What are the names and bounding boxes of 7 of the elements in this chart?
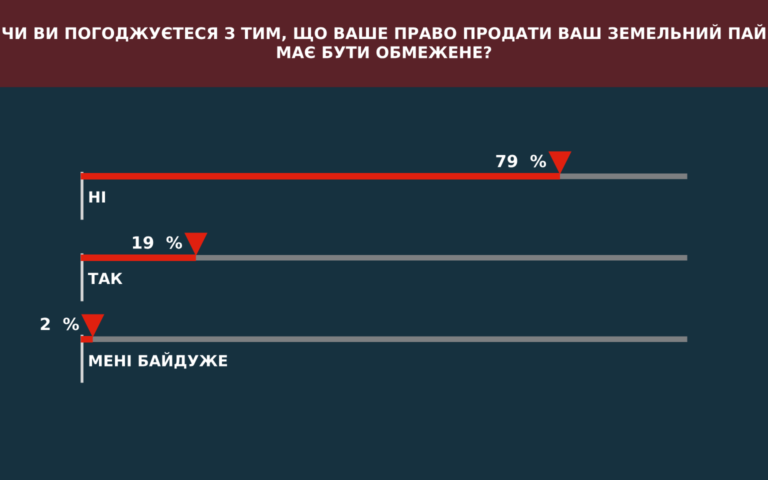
chart-title: ЧИ ВИ ПОГОДЖУЄТЕСЯ З ТИМ, ЩО ВАШЕ ПРАВО ПРОДАТИ ВАШ ЗЕМЕЛЬНИЙ ПАЙ МАЄ БУТИ ОБМЕЖЕНЕ? [2,24,766,58]
y-tick-label: МЕНІ БАЙДУЖЕ [89,352,228,369]
y-tick-label: ТАК [88,272,122,284]
data-label: 19 % [132,236,182,249]
data-label: 2 % [40,318,79,330]
y-tick-label: НІ [89,191,105,202]
data-label: 79 % [496,154,546,168]
